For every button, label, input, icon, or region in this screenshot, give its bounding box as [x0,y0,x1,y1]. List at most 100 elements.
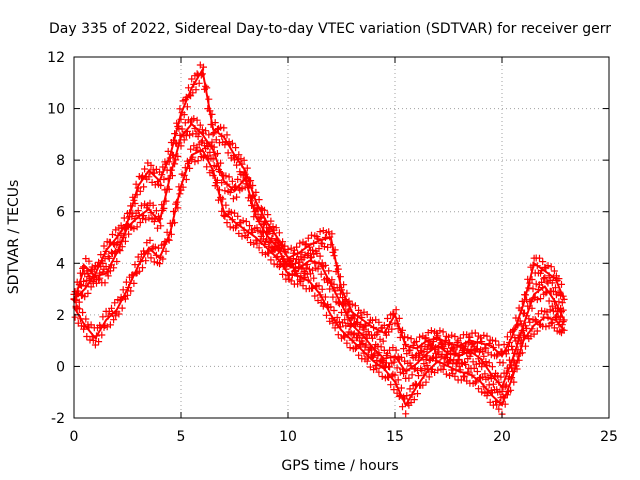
data-point-marker [270,260,278,268]
data-point-marker [227,208,235,216]
data-point-marker [174,152,182,160]
data-point-marker [127,202,135,210]
data-point-marker [164,147,172,155]
data-point-marker [405,374,413,382]
data-point-marker [323,274,330,282]
data-point-marker [434,332,442,340]
data-point-marker [101,279,109,287]
data-point-marker [456,334,464,342]
data-point-marker [272,253,280,261]
data-point-marker [320,300,328,308]
data-point-marker [342,296,350,304]
data-point-marker [534,286,542,294]
data-point-marker [374,352,382,359]
data-point-marker [480,352,488,360]
data-point-marker [472,360,480,368]
data-point-marker [336,323,344,331]
data-point-marker [380,321,388,329]
data-point-marker [156,260,164,268]
data-point-marker [76,269,84,277]
data-point-marker [266,238,274,246]
data-point-marker [507,361,515,369]
data-point-marker [457,376,465,384]
data-point-marker [198,70,206,78]
data-point-marker [492,337,500,345]
data-point-marker [104,312,112,320]
data-point-marker [186,131,194,139]
data-point-marker [365,331,373,339]
data-point-marker [393,364,401,372]
data-point-marker [218,207,226,215]
data-point-marker [445,341,452,349]
data-point-marker [525,284,533,292]
data-point-marker [346,344,354,352]
data-point-marker [343,311,351,319]
data-point-marker [395,314,403,322]
data-point-marker [422,334,430,342]
data-point-marker [538,267,546,275]
data-point-marker [510,378,518,386]
data-point-marker [348,313,356,321]
data-point-marker [208,110,216,118]
data-point-marker [302,240,310,248]
data-point-marker [435,344,443,351]
data-point-marker [151,214,159,222]
data-point-marker [191,158,199,166]
data-point-marker [448,331,456,339]
data-point-marker [552,284,559,292]
data-point-marker [210,162,218,170]
data-point-marker [497,373,505,381]
data-point-marker [335,318,343,326]
data-point-marker [185,160,192,167]
data-point-marker [196,121,204,129]
x-tick-label: 0 [70,429,79,445]
data-point-marker [213,150,221,157]
data-point-marker [150,218,158,225]
data-point-marker [289,255,297,263]
data-point-marker [327,241,335,249]
data-point-marker [256,214,264,222]
data-point-marker [160,204,168,212]
data-point-marker [206,148,214,156]
data-point-marker [309,246,317,254]
data-point-marker [222,201,230,209]
data-point-marker [298,265,306,273]
data-point-marker [243,234,251,241]
data-point-marker [298,256,306,264]
data-point-marker [401,333,409,341]
data-point-marker [460,372,467,380]
data-point-marker [558,299,566,307]
data-point-marker [348,300,356,308]
data-point-marker [370,366,378,374]
data-point-marker [487,375,495,382]
data-point-marker [514,321,522,329]
data-point-marker [329,293,337,301]
data-point-marker [150,169,158,177]
data-point-marker [441,353,449,361]
data-point-marker [139,172,146,180]
data-point-marker [333,262,341,270]
data-point-marker [385,374,393,381]
series-track-lower [70,137,568,418]
data-point-marker [506,356,513,364]
data-point-marker [176,190,184,198]
data-point-marker [396,391,404,399]
data-point-marker [439,366,447,373]
data-point-marker [501,400,509,408]
data-point-marker [132,180,140,188]
data-point-marker [255,244,263,252]
data-point-marker [242,173,250,181]
data-point-marker [345,306,353,314]
data-point-marker [238,160,246,168]
series-track-upper [70,61,568,367]
data-point-marker [106,238,114,246]
data-point-marker [315,282,323,290]
data-point-marker [464,368,472,376]
data-point-marker [156,215,164,223]
data-point-marker [466,333,474,341]
data-point-marker [412,338,420,345]
data-point-marker [129,271,137,279]
data-point-marker [359,340,367,347]
data-point-marker [506,339,513,346]
